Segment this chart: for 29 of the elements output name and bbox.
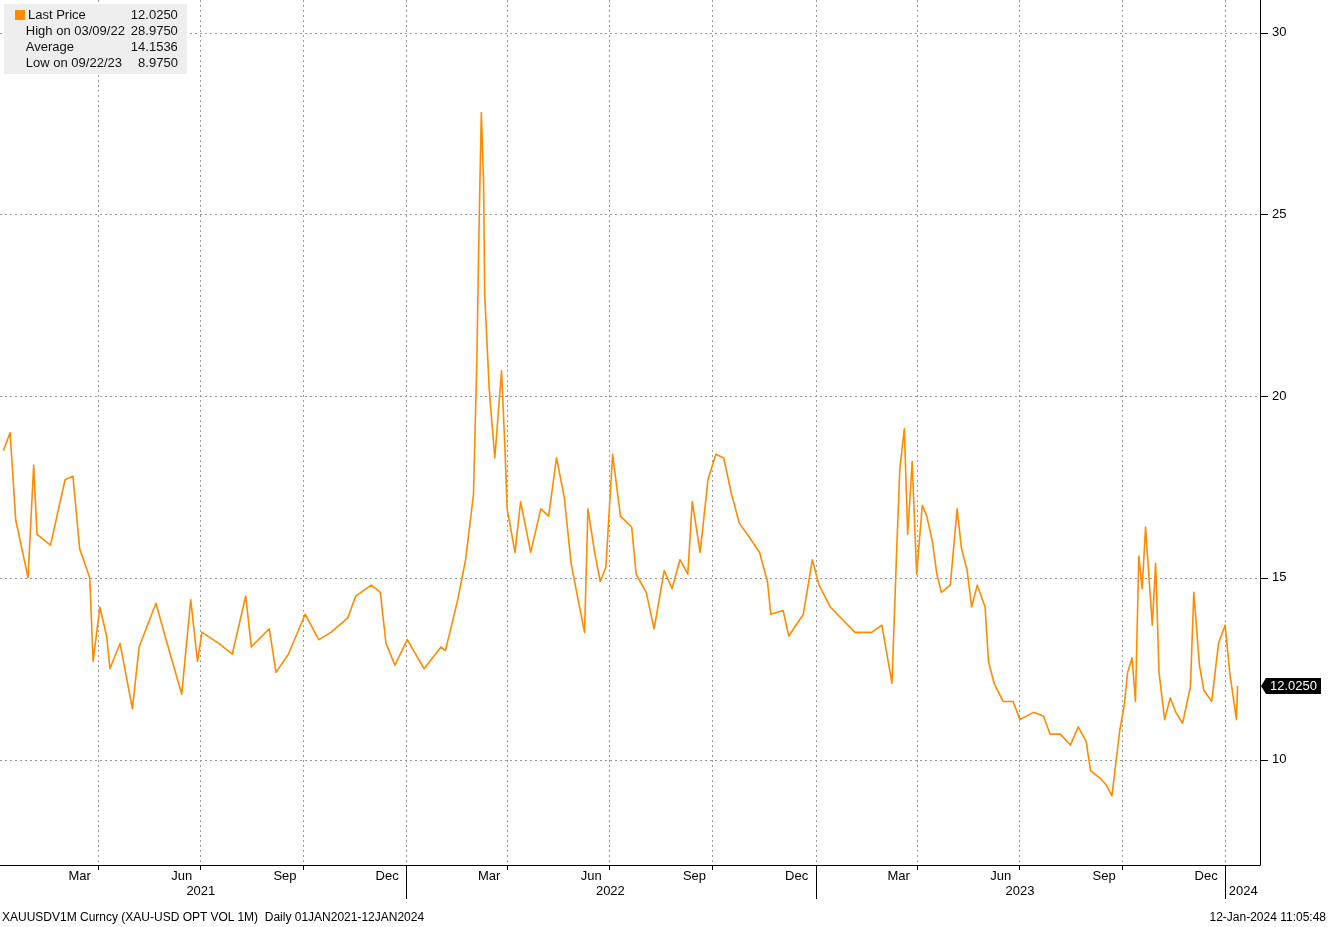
text: Average 14.1536 xyxy=(25,39,178,54)
x2-tick-label: 2021 xyxy=(186,883,216,899)
text: 12.0250 xyxy=(130,7,178,22)
x-tick-label: Dec xyxy=(375,868,400,884)
x-tick-label: Sep xyxy=(682,868,707,884)
legend-label: Last Price xyxy=(27,7,87,23)
annotation: High on 03/09/22 28.9750 xyxy=(24,23,179,39)
x2-tick-label: 2022 xyxy=(595,883,625,899)
y-tick-label: 20 xyxy=(1272,387,1287,403)
y-tick-label: 25 xyxy=(1272,206,1287,222)
x-tick-label: Jun xyxy=(171,868,193,884)
x-tick-label: Jun xyxy=(990,868,1012,884)
y-tick-label: 15 xyxy=(1272,569,1287,585)
x-tick-label: Dec xyxy=(1194,868,1219,884)
y-tick-label: 30 xyxy=(1272,24,1287,40)
x-tick-label: Mar xyxy=(477,868,502,884)
x-tick-label: Dec xyxy=(785,868,809,884)
text: Low on 09/22/23 8.9750 xyxy=(25,55,178,70)
x-tick-label: Mar xyxy=(887,868,911,884)
text: XAUUSDV1M Curncy (XAU-USD OPT VOL 1M) Daily 01JAN2021-12JAN2024 xyxy=(2,910,425,924)
x2-tick-label: 2023 xyxy=(1005,883,1035,899)
x-tick-label: Jun xyxy=(580,868,602,884)
x-tick-label: Sep xyxy=(273,868,297,884)
x2-tick-label: 2024 xyxy=(1228,883,1258,899)
y-tick-label: 10 xyxy=(1272,751,1287,767)
annotation: 12.0250 xyxy=(1270,677,1317,693)
x-tick-label: Mar xyxy=(68,868,92,884)
x-tick-label: Sep xyxy=(1092,868,1116,884)
text: 12-Jan-2024 11:05:48 xyxy=(1209,910,1326,924)
